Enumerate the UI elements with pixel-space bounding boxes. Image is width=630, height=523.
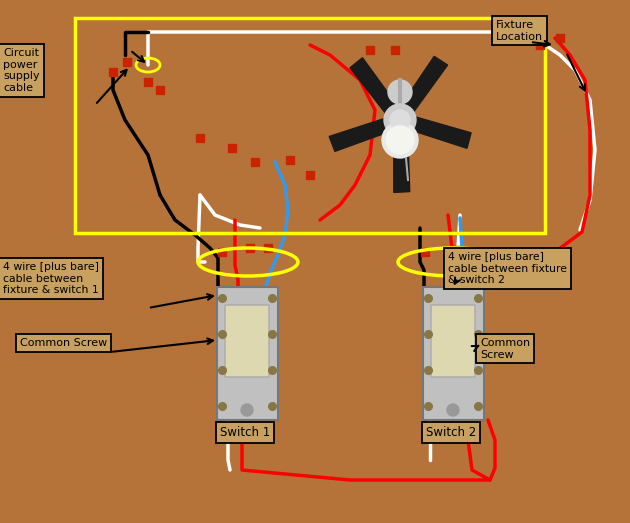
Polygon shape bbox=[350, 58, 397, 113]
Circle shape bbox=[384, 104, 416, 136]
Circle shape bbox=[447, 404, 459, 416]
Text: Fixture
Location: Fixture Location bbox=[496, 20, 543, 42]
Text: Switch 2: Switch 2 bbox=[426, 426, 476, 439]
Polygon shape bbox=[402, 56, 447, 112]
Text: Common Screw: Common Screw bbox=[20, 338, 107, 348]
Circle shape bbox=[241, 404, 253, 416]
FancyBboxPatch shape bbox=[431, 305, 475, 377]
Circle shape bbox=[386, 126, 414, 154]
Text: 4 wire [plus bare]
cable between fixture
& switch 2: 4 wire [plus bare] cable between fixture… bbox=[448, 252, 567, 285]
FancyBboxPatch shape bbox=[423, 287, 483, 419]
FancyBboxPatch shape bbox=[217, 287, 277, 419]
Polygon shape bbox=[394, 133, 410, 192]
Polygon shape bbox=[329, 119, 389, 151]
Polygon shape bbox=[412, 117, 471, 149]
Text: Switch 1: Switch 1 bbox=[220, 426, 270, 439]
Bar bbox=[75, 18, 545, 233]
Text: Circuit
power
supply
cable: Circuit power supply cable bbox=[3, 48, 40, 93]
Text: 4 wire [plus bare]
cable between
fixture & switch 1: 4 wire [plus bare] cable between fixture… bbox=[3, 262, 99, 295]
FancyBboxPatch shape bbox=[225, 305, 269, 377]
Circle shape bbox=[382, 122, 418, 158]
Circle shape bbox=[390, 110, 410, 130]
Text: Common
Screw: Common Screw bbox=[480, 338, 530, 360]
Circle shape bbox=[388, 80, 412, 104]
